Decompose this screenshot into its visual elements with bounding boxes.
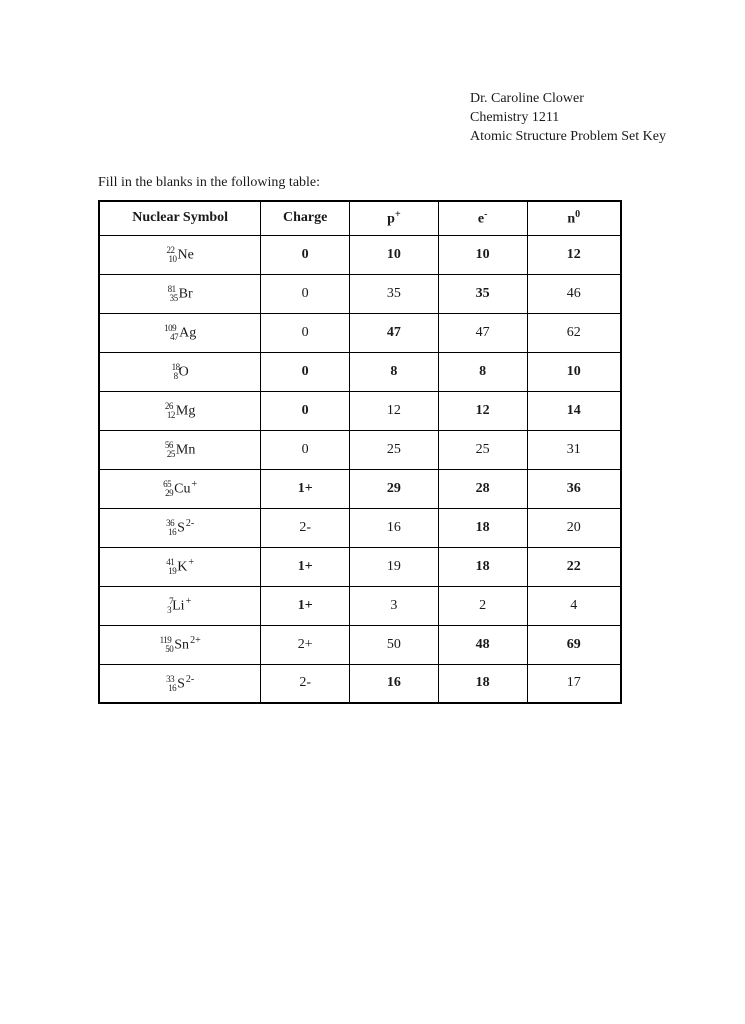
neutrons-cell: 10 — [527, 352, 621, 391]
charge-cell: 2- — [261, 508, 350, 547]
table-row: 3616S2-2-161820 — [99, 508, 621, 547]
electrons-cell: 2 — [438, 586, 527, 625]
nuclear-symbol-cell: 188O — [99, 352, 261, 391]
electrons-cell: 25 — [438, 430, 527, 469]
nuclear-symbol-cell: 5625Mn — [99, 430, 261, 469]
table-body: 2210Ne01010128135Br035354610947Ag0474762… — [99, 235, 621, 703]
protons-cell: 25 — [350, 430, 439, 469]
protons-cell: 35 — [350, 274, 439, 313]
charge-cell: 2+ — [261, 625, 350, 664]
neutrons-cell: 14 — [527, 391, 621, 430]
table-row: 5625Mn0252531 — [99, 430, 621, 469]
nuclear-symbol-cell: 2210Ne — [99, 235, 261, 274]
protons-cell: 12 — [350, 391, 439, 430]
nuclear-symbol-cell: 73Li+ — [99, 586, 261, 625]
neutrons-cell: 46 — [527, 274, 621, 313]
nuclear-symbol-cell: 3316S2- — [99, 664, 261, 703]
table-row: 6529Cu+1+292836 — [99, 469, 621, 508]
neutrons-cell: 69 — [527, 625, 621, 664]
neutrons-cell: 12 — [527, 235, 621, 274]
col-header-protons: p+ — [350, 201, 439, 235]
col-header-neutrons: n0 — [527, 201, 621, 235]
header-course: Chemistry 1211 — [470, 109, 666, 128]
table-row: 2210Ne0101012 — [99, 235, 621, 274]
neutrons-cell: 20 — [527, 508, 621, 547]
table-row: 188O08810 — [99, 352, 621, 391]
nuclear-symbol-cell: 2612Mg — [99, 391, 261, 430]
electrons-cell: 12 — [438, 391, 527, 430]
electrons-cell: 18 — [438, 547, 527, 586]
nuclear-symbol-cell: 3616S2- — [99, 508, 261, 547]
nuclear-symbol-cell: 10947Ag — [99, 313, 261, 352]
table-row: 4119K+1+191822 — [99, 547, 621, 586]
atomic-structure-table: Nuclear Symbol Charge p+ e- n0 2210Ne010… — [98, 200, 622, 704]
protons-cell: 19 — [350, 547, 439, 586]
charge-cell: 0 — [261, 313, 350, 352]
table-row: 8135Br0353546 — [99, 274, 621, 313]
table-row: 73Li+1+324 — [99, 586, 621, 625]
document-header: Dr. Caroline Clower Chemistry 1211 Atomi… — [470, 90, 666, 147]
neutrons-cell: 62 — [527, 313, 621, 352]
table-row: 11950Sn2+2+504869 — [99, 625, 621, 664]
header-author: Dr. Caroline Clower — [470, 90, 666, 109]
charge-cell: 0 — [261, 391, 350, 430]
protons-cell: 8 — [350, 352, 439, 391]
instruction-text: Fill in the blanks in the following tabl… — [98, 175, 320, 191]
charge-cell: 2- — [261, 664, 350, 703]
electrons-cell: 18 — [438, 664, 527, 703]
nuclear-symbol-cell: 4119K+ — [99, 547, 261, 586]
protons-cell: 16 — [350, 508, 439, 547]
protons-cell: 3 — [350, 586, 439, 625]
electrons-cell: 18 — [438, 508, 527, 547]
neutrons-cell: 36 — [527, 469, 621, 508]
electrons-cell: 48 — [438, 625, 527, 664]
nuclear-symbol-cell: 8135Br — [99, 274, 261, 313]
neutrons-cell: 31 — [527, 430, 621, 469]
neutrons-cell: 4 — [527, 586, 621, 625]
nuclear-symbol-cell: 11950Sn2+ — [99, 625, 261, 664]
table-row: 10947Ag0474762 — [99, 313, 621, 352]
col-header-electrons: e- — [438, 201, 527, 235]
table-header-row: Nuclear Symbol Charge p+ e- n0 — [99, 201, 621, 235]
protons-cell: 29 — [350, 469, 439, 508]
protons-cell: 10 — [350, 235, 439, 274]
charge-cell: 0 — [261, 430, 350, 469]
electrons-cell: 47 — [438, 313, 527, 352]
col-header-symbol: Nuclear Symbol — [99, 201, 261, 235]
charge-cell: 0 — [261, 274, 350, 313]
table-row: 3316S2-2-161817 — [99, 664, 621, 703]
atomic-table-container: Nuclear Symbol Charge p+ e- n0 2210Ne010… — [98, 200, 622, 704]
charge-cell: 1+ — [261, 586, 350, 625]
neutrons-cell: 17 — [527, 664, 621, 703]
nuclear-symbol-cell: 6529Cu+ — [99, 469, 261, 508]
electrons-cell: 10 — [438, 235, 527, 274]
electrons-cell: 8 — [438, 352, 527, 391]
protons-cell: 50 — [350, 625, 439, 664]
charge-cell: 0 — [261, 235, 350, 274]
col-header-charge: Charge — [261, 201, 350, 235]
charge-cell: 1+ — [261, 469, 350, 508]
charge-cell: 0 — [261, 352, 350, 391]
header-title: Atomic Structure Problem Set Key — [470, 128, 666, 147]
protons-cell: 16 — [350, 664, 439, 703]
protons-cell: 47 — [350, 313, 439, 352]
neutrons-cell: 22 — [527, 547, 621, 586]
electrons-cell: 28 — [438, 469, 527, 508]
electrons-cell: 35 — [438, 274, 527, 313]
charge-cell: 1+ — [261, 547, 350, 586]
table-row: 2612Mg0121214 — [99, 391, 621, 430]
